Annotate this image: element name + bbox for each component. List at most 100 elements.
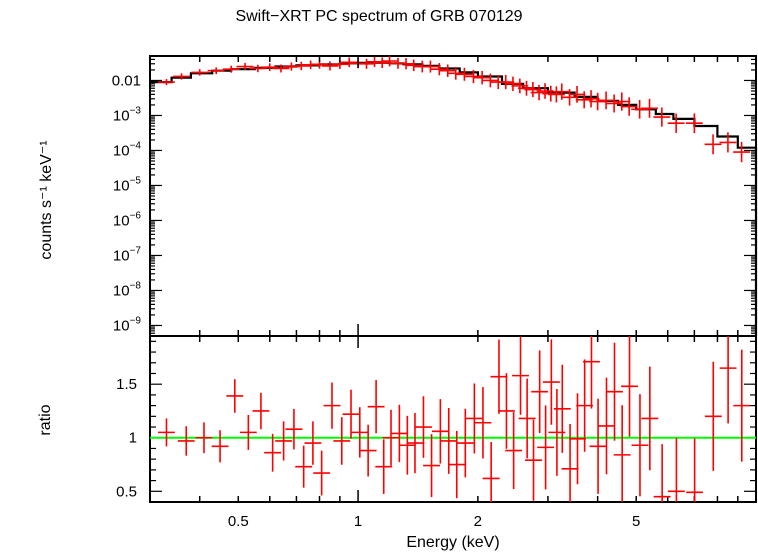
data-point xyxy=(641,98,658,118)
y-tick-label: 1 xyxy=(129,430,137,447)
data-point xyxy=(575,91,593,109)
data-point xyxy=(430,63,448,76)
ratio-point xyxy=(576,359,594,452)
spectrum-frame xyxy=(149,55,757,337)
data-point xyxy=(439,64,457,77)
ratio-point xyxy=(423,434,440,498)
data-point xyxy=(397,58,415,70)
data-point xyxy=(465,69,482,84)
ratio-point xyxy=(440,408,458,474)
ratio-point xyxy=(158,418,175,447)
ratio-point xyxy=(490,339,508,414)
ratio-point xyxy=(431,399,449,464)
data-point xyxy=(173,73,190,80)
data-point xyxy=(620,97,638,116)
ratio-point xyxy=(390,404,408,463)
data-point xyxy=(455,67,473,81)
ratio-frame xyxy=(149,335,757,503)
y-tick-label: 10−8 xyxy=(113,280,142,299)
ratio-point xyxy=(569,393,586,485)
data-point xyxy=(447,66,465,80)
ratio-point xyxy=(448,430,466,499)
data-point xyxy=(473,70,491,85)
ratio-point xyxy=(537,405,555,490)
ratio-point xyxy=(359,424,377,477)
ratio-point xyxy=(553,364,571,453)
ratio-point xyxy=(518,378,536,459)
ratio-point xyxy=(704,361,722,471)
ratio-point xyxy=(342,389,360,439)
data-point xyxy=(421,60,439,73)
data-point xyxy=(605,94,623,113)
y-tick-label: 1.5 xyxy=(116,376,137,393)
ratio-point xyxy=(542,339,560,425)
ratio-point xyxy=(621,336,638,437)
x-tick-label: 2 xyxy=(474,513,482,530)
data-point xyxy=(373,57,391,69)
y-tick-label: 10−7 xyxy=(113,245,142,264)
model-curve xyxy=(150,61,758,336)
x-axis-label: Energy (keV) xyxy=(406,534,500,551)
data-point xyxy=(272,64,290,73)
ratio-point xyxy=(313,450,331,496)
data-point xyxy=(366,56,383,68)
ratio-point xyxy=(195,422,213,454)
ratio-point xyxy=(285,408,303,450)
data-point xyxy=(719,132,737,153)
y-tick-label: 10−9 xyxy=(113,315,142,334)
ratio-point xyxy=(653,444,671,502)
ratio-point xyxy=(252,392,270,430)
ratio-point xyxy=(733,349,751,462)
ratio-point xyxy=(667,438,685,502)
y-tick-label: 10−5 xyxy=(113,175,142,194)
ratio-point xyxy=(474,387,492,459)
ratio-point xyxy=(323,382,341,429)
data-point xyxy=(292,61,310,71)
ratio-point xyxy=(351,407,369,458)
chart-title: Swift−XRT PC spectrum of GRB 070129 xyxy=(235,8,523,25)
ratio-point xyxy=(177,426,195,456)
ratio-point xyxy=(598,377,615,475)
ratio-point xyxy=(406,412,424,474)
x-tick-label: 5 xyxy=(632,513,640,530)
ratio-point xyxy=(512,336,529,415)
ratio-point xyxy=(465,383,483,454)
ratio-point xyxy=(505,412,523,490)
data-point xyxy=(236,62,254,71)
ratio-point xyxy=(531,350,549,433)
ratio-panel: 0.5 1 2 5 0.5 1 1.5 xyxy=(116,56,757,530)
ratio-point xyxy=(525,419,542,501)
ratio-point xyxy=(613,405,631,502)
ratio-point xyxy=(211,430,229,463)
ratio-point xyxy=(382,409,400,466)
data-point xyxy=(511,78,529,94)
x-tick-label: 0.5 xyxy=(228,513,249,530)
data-point xyxy=(481,73,499,88)
data-point xyxy=(340,57,358,68)
data-point xyxy=(685,113,703,134)
ratio-point xyxy=(589,398,607,494)
ratio-point xyxy=(498,373,515,449)
ratio-point xyxy=(719,336,737,424)
ratio-point xyxy=(583,336,600,409)
y-tick-label: 0.01 xyxy=(112,72,141,89)
y-tick-label: 0.5 xyxy=(116,483,137,500)
data-point xyxy=(631,99,649,119)
ratio-point xyxy=(333,417,351,465)
data-point xyxy=(222,65,240,73)
ratio-point xyxy=(482,442,500,502)
ratio-point xyxy=(367,380,385,434)
ratio-point xyxy=(304,421,322,465)
data-point xyxy=(613,92,631,111)
ratio-point xyxy=(415,396,432,458)
data-point xyxy=(381,55,399,67)
ratio-point xyxy=(456,408,474,478)
y-tick-label: 10−3 xyxy=(113,105,142,124)
data-point xyxy=(589,92,607,111)
data-point xyxy=(561,89,578,106)
ratio-point xyxy=(239,414,257,450)
x-tick-label: 1 xyxy=(354,513,362,530)
ratio-point xyxy=(375,439,393,494)
ratio-point xyxy=(606,342,623,441)
